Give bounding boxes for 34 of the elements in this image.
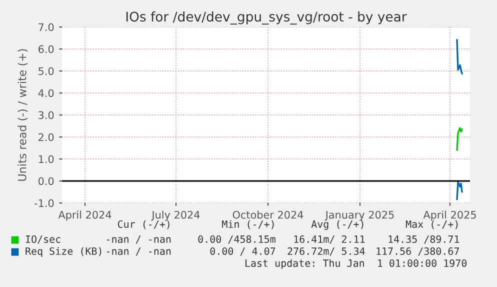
text: 16.41m/ 2.11 <box>294 235 365 244</box>
x-tick-label: July 2024 <box>151 210 200 221</box>
y-tick-label: 3.0 <box>38 111 54 120</box>
x-tick-label: April 2025 <box>423 210 476 221</box>
line-series <box>456 39 463 74</box>
y-tick-label: 0.0 <box>38 177 54 186</box>
text: 117.56 /380.67 <box>376 247 459 256</box>
text: -nan / -nan <box>106 235 171 244</box>
text: Min (-/+) <box>222 220 274 230</box>
line-series <box>456 127 463 151</box>
y-tick-label: 1.0 <box>38 155 54 164</box>
x-tick-label: April 2024 <box>58 210 112 221</box>
text: Cur (-/+) <box>118 220 170 230</box>
y-tick-label: 5.0 <box>38 67 54 76</box>
y-tick-label: 6.0 <box>38 45 54 54</box>
line-series <box>456 180 463 200</box>
y-tick-label: 2.0 <box>38 133 54 142</box>
legend-label: IO/sec <box>26 235 60 244</box>
y-axis-title: Units read (-) / write (+) <box>18 49 28 181</box>
text: Avg (-/+) <box>311 220 364 230</box>
text: Max (-/+) <box>406 220 458 230</box>
text: 0.00 /458.15m <box>198 235 276 244</box>
y-tick-label: 4.0 <box>38 89 54 98</box>
x-tick-label: January 2025 <box>324 210 394 221</box>
text: -nan / -nan <box>106 247 171 256</box>
text: 0.00 / 4.07 <box>210 247 276 256</box>
text: Last update: Thu Jan 1 01:00:00 1970 <box>245 259 467 269</box>
text: 14.35 /89.71 <box>388 235 460 244</box>
text: 276.72m/ 5.34 <box>288 247 365 256</box>
y-tick-label: -1.0 <box>34 199 54 208</box>
legend-label: Req Size (KB) <box>26 247 102 257</box>
chart-title: IOs for /dev/dev_gpu_sys_vg/root - by year <box>126 11 407 25</box>
x-tick-label: October 2024 <box>232 210 304 219</box>
y-tick-label: 7.0 <box>38 23 54 32</box>
